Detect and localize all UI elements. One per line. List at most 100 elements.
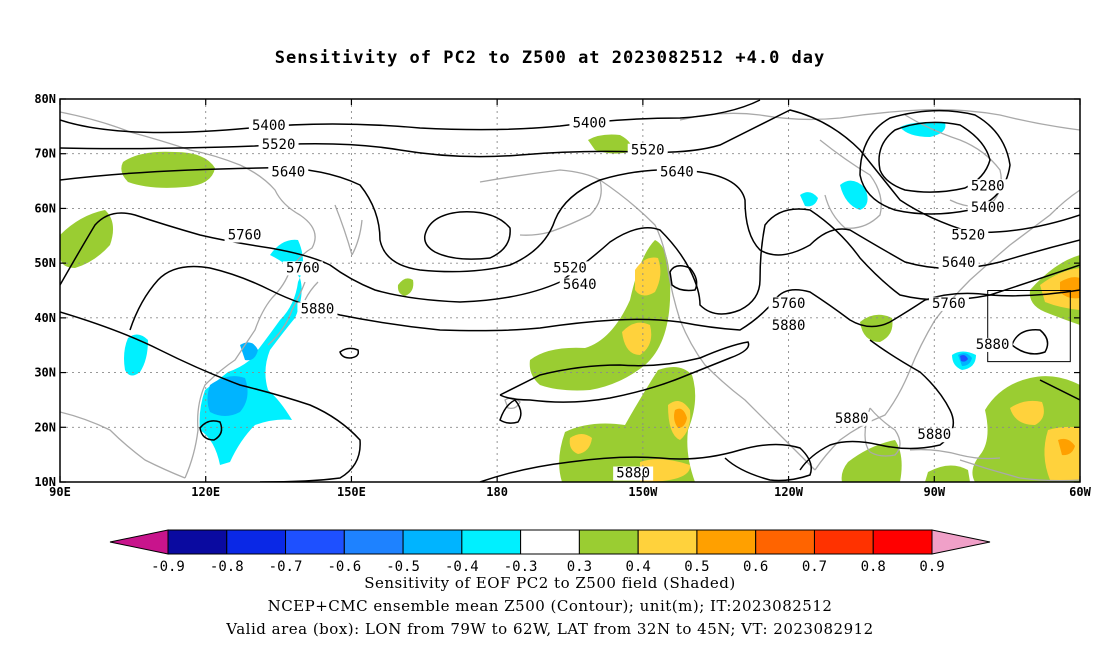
lon-tick-label: 120W	[774, 485, 804, 499]
contour-label: 5880	[772, 318, 806, 334]
shade-green-7	[860, 314, 893, 342]
lon-tick-label: 180	[486, 485, 508, 499]
contour-label: 5880	[616, 466, 650, 482]
lat-tick-label: 60N	[34, 201, 56, 215]
contour-label: 5520	[553, 260, 587, 276]
lon-tick-label: 150W	[628, 485, 658, 499]
shade-yellow-7	[1010, 400, 1044, 425]
contour-label-bg	[224, 228, 265, 243]
map-frame	[59, 98, 1081, 483]
lon-tick-label: 60W	[1069, 485, 1091, 499]
colorbar-swatch	[696, 529, 757, 555]
contour-label: 5640	[660, 165, 694, 181]
contour-5880-east	[799, 339, 955, 471]
colorbar-swatch	[402, 529, 463, 555]
contour-5400-west	[60, 99, 761, 134]
colorbar-label: 0.4	[626, 559, 651, 575]
contour-upper-right	[1039, 379, 1080, 401]
coastlines	[60, 108, 1080, 482]
contour-label: 5400	[573, 115, 607, 131]
contour-5760-inner	[669, 265, 698, 292]
contour-label: 5760	[772, 296, 806, 312]
valid-area-box	[987, 290, 1071, 363]
colorbar-label: 0.6	[743, 559, 768, 575]
colorbar-label: 0.7	[802, 559, 827, 575]
contour-label: 5880	[301, 301, 335, 317]
lat-tick-label: 70N	[34, 147, 56, 161]
lat-tick-label: 40N	[34, 311, 56, 325]
colorbar-swatch	[167, 529, 228, 555]
colorbar-label: -0.3	[504, 559, 538, 575]
contour-label: 5400	[971, 200, 1005, 216]
colorbar: -0.9 -0.8 -0.7 -0.6 -0.5 -0.4 -0.3 0.3 0.4 0.5 0.6…	[109, 529, 991, 575]
lat-tick-label: 20N	[34, 420, 56, 434]
colorbar-label: -0.9	[151, 559, 185, 575]
lat-tick-label: 10N	[34, 475, 56, 489]
shade-orange-2	[674, 408, 687, 428]
contour-5880-lower	[60, 311, 361, 482]
shade-green-11	[925, 465, 970, 482]
contour-label-bg	[831, 411, 872, 426]
contour-label: 5760	[228, 228, 262, 244]
sensitivity-shading	[60, 122, 1080, 482]
contour-5640-west	[60, 167, 1080, 273]
contour-label: 5760	[286, 260, 320, 276]
contour-label-bg	[627, 143, 668, 158]
contour-labels: 5400552056405760576058805400552056405520…	[224, 115, 1013, 482]
contour-5880-main	[129, 265, 1080, 332]
colorbar-label: -0.5	[386, 559, 420, 575]
lon-tick-label: 120E	[191, 485, 220, 499]
contour-5520-west	[60, 109, 1080, 234]
contour-5520-ring	[423, 211, 511, 260]
caption-line-3: Valid area (box): LON from 79W to 62W, L…	[226, 620, 874, 638]
contour-label: 5520	[262, 137, 296, 153]
contour-label-bg	[550, 261, 590, 276]
colorbar-label: 0.8	[861, 559, 886, 575]
shade-darkblue-1	[960, 355, 968, 362]
contour-label-bg	[928, 296, 969, 311]
shade-green-6	[559, 366, 696, 482]
colorbar-swatch	[226, 529, 287, 555]
colorbar-swatch	[813, 529, 874, 555]
contour-5760-west	[60, 208, 1080, 315]
colorbar-swatch	[520, 529, 580, 555]
contour-label: 5880	[835, 411, 869, 427]
coast-japan	[267, 281, 319, 346]
contour-label: 5520	[631, 143, 665, 159]
colorbar-swatch	[755, 529, 815, 555]
contour-label-bg	[938, 255, 979, 270]
colorbar-label: -0.8	[210, 559, 244, 575]
contour-label: 5880	[976, 337, 1010, 353]
shade-yellow-4	[569, 434, 592, 454]
contour-label-bg	[914, 428, 955, 443]
coast-gulf	[864, 407, 901, 457]
map-axes: 90E 120E 150E 180 150W 120W 90W 60W 80N 70N 60N 50N…	[34, 92, 1091, 499]
coast-hudson	[819, 139, 882, 229]
coast-caribbean	[909, 448, 1001, 460]
contour-5400-low	[859, 109, 1011, 215]
contour-label: 5520	[951, 228, 985, 244]
colorbar-label: 0.5	[684, 559, 709, 575]
colorbar-label: 0.3	[567, 559, 592, 575]
shade-orange-3	[1058, 438, 1075, 456]
z500-contours	[60, 99, 1080, 482]
colorbar-swatch	[343, 529, 404, 555]
colorbar-swatch	[637, 529, 698, 555]
shade-green-1	[121, 151, 215, 188]
contour-label: 5640	[563, 277, 597, 293]
contour-label: 5640	[942, 255, 976, 271]
colorbar-low-arrow	[109, 529, 169, 555]
shade-blue-1	[207, 376, 248, 416]
lat-tick-label: 80N	[34, 92, 56, 106]
contour-5880-blob1	[339, 347, 360, 359]
caption-line-1: Sensitivity of EOF PC2 to Z500 field (Sh…	[364, 574, 736, 592]
contour-5880-blob4	[499, 399, 522, 424]
contour-label: 5760	[932, 296, 966, 312]
contour-label-bg	[297, 302, 338, 317]
contour-label-bg	[768, 318, 809, 333]
shade-yellow-2	[622, 322, 652, 355]
contour-label-bg	[967, 201, 1008, 216]
colorbar-label: -0.6	[327, 559, 361, 575]
lat-tick-label: 30N	[34, 366, 56, 380]
